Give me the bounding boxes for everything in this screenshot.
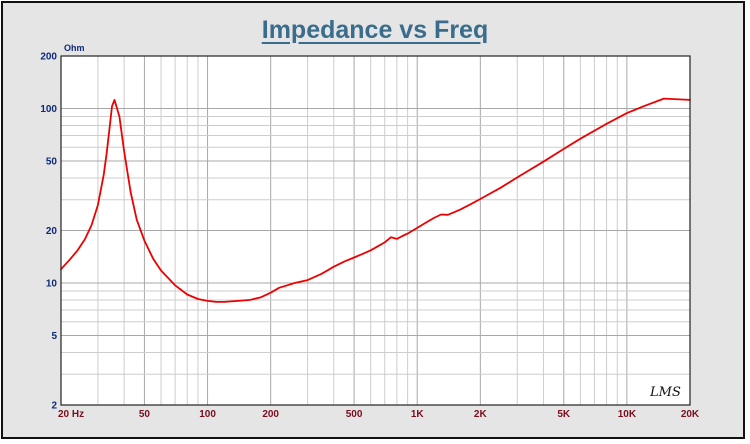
- y-tick-label: 100: [40, 104, 57, 115]
- tick-labels: 200 100 50 20 10 5 220 Hz 50 100 200 500 1K 2K 5K 10K 2…: [40, 52, 700, 421]
- y-tick-label: 10: [46, 279, 58, 290]
- x-tick-label: 20K: [681, 409, 700, 420]
- y-axis-unit: Ohm: [64, 43, 85, 53]
- x-tick-label: 5K: [557, 409, 571, 420]
- chart-title: Impedance vs Freq: [261, 16, 489, 44]
- y-tick-label: 5: [51, 331, 57, 342]
- y-tick-label: 2: [51, 401, 57, 412]
- x-tick-label: 500: [346, 409, 363, 420]
- impedance-series-line: [60, 97, 691, 303]
- x-tick-label: 10K: [618, 409, 637, 420]
- x-tick-label: 100: [199, 409, 216, 420]
- y-tick-label: 50: [46, 157, 58, 168]
- y-tick-label: 20: [46, 226, 58, 237]
- grid-lines: [60, 55, 691, 406]
- x-tick-label: 200: [262, 409, 279, 420]
- y-tick-label: 200: [40, 52, 57, 63]
- lms-watermark: LMS: [649, 385, 681, 400]
- x-tick-label: 2K: [474, 409, 488, 420]
- x-tick-label: 50: [139, 409, 151, 420]
- x-tick-label: 20 Hz: [58, 409, 84, 420]
- plot-border: [60, 55, 691, 406]
- impedance-curve-group: [60, 97, 691, 303]
- x-tick-label: 1K: [411, 409, 425, 420]
